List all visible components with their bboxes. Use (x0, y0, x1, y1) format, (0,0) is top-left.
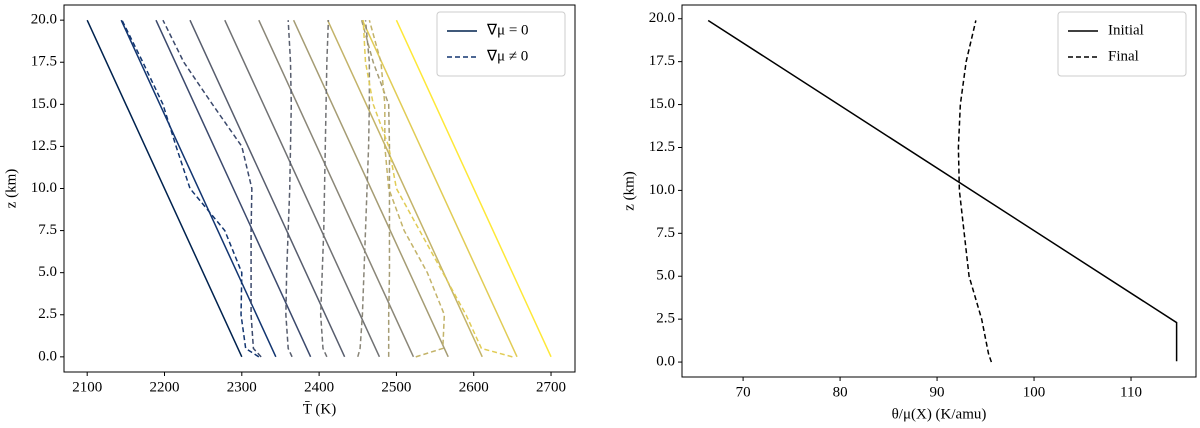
data-line (285, 20, 293, 358)
data-line (395, 19, 552, 358)
x-tick-label: 80 (833, 384, 848, 400)
y-tick-label: 12.5 (31, 138, 57, 154)
y-axis-label: z (km) (621, 171, 637, 211)
y-tick-label: 0.0 (656, 354, 675, 370)
y-tick-label: 7.5 (656, 225, 675, 241)
data-line (224, 19, 381, 358)
x-tick-label: 100 (1023, 384, 1046, 400)
x-tick-label: 2300 (227, 379, 257, 395)
legend-label: Final (1108, 48, 1139, 64)
legend-label: ∇μ ≠ 0 (486, 48, 528, 64)
y-tick-label: 15.0 (31, 96, 57, 112)
data-line (319, 20, 330, 358)
data-line (707, 19, 1178, 362)
x-tick-label: 2500 (381, 379, 411, 395)
data-line (362, 20, 513, 358)
data-line (120, 19, 277, 358)
data-line (189, 19, 346, 358)
data-line (162, 19, 262, 358)
x-tick-label: 70 (736, 384, 751, 400)
y-tick-label: 17.5 (649, 53, 675, 69)
x-tick-label: 2200 (149, 379, 179, 395)
data-line (368, 19, 446, 358)
y-tick-label: 10.0 (649, 182, 675, 198)
y-tick-label: 10.0 (31, 180, 57, 196)
legend-label: Initial (1108, 22, 1144, 38)
legend-box (436, 11, 566, 77)
y-tick-label: 12.5 (649, 139, 675, 155)
x-tick-label: 2400 (304, 379, 334, 395)
y-tick-label: 7.5 (38, 222, 57, 238)
legend-box (1057, 11, 1187, 77)
y-tick-label: 2.5 (38, 306, 57, 322)
data-line (357, 20, 371, 358)
data-line (326, 19, 483, 358)
data-line (361, 19, 518, 358)
data-line (957, 20, 993, 363)
y-tick-label: 5.0 (656, 268, 675, 284)
x-axis-label: θ/μ(X) (K/amu) (892, 406, 987, 422)
y-tick-label: 5.0 (38, 264, 57, 280)
y-tick-label: 20.0 (649, 10, 675, 26)
x-axis-label: T̄ (K) (303, 401, 336, 417)
x-tick-label: 110 (1120, 384, 1142, 400)
y-tick-label: 17.5 (31, 54, 57, 70)
y-tick-label: 15.0 (649, 96, 675, 112)
x-tick-label: 2600 (459, 379, 489, 395)
plot-frame (63, 4, 576, 373)
y-tick-label: 2.5 (656, 311, 675, 327)
data-line (360, 19, 391, 357)
x-tick-label: 90 (930, 384, 945, 400)
data-line (86, 19, 243, 358)
data-line (121, 19, 260, 358)
y-axis-label: z (km) (3, 169, 19, 209)
x-tick-label: 2700 (536, 379, 566, 395)
x-tick-label: 2100 (72, 379, 102, 395)
legend-label: ∇μ = 0 (486, 22, 529, 38)
data-line (292, 19, 449, 358)
plot-frame (681, 4, 1197, 378)
data-line (155, 19, 312, 358)
y-tick-label: 20.0 (31, 12, 57, 28)
data-line (258, 19, 415, 358)
y-tick-label: 0.0 (38, 348, 57, 364)
